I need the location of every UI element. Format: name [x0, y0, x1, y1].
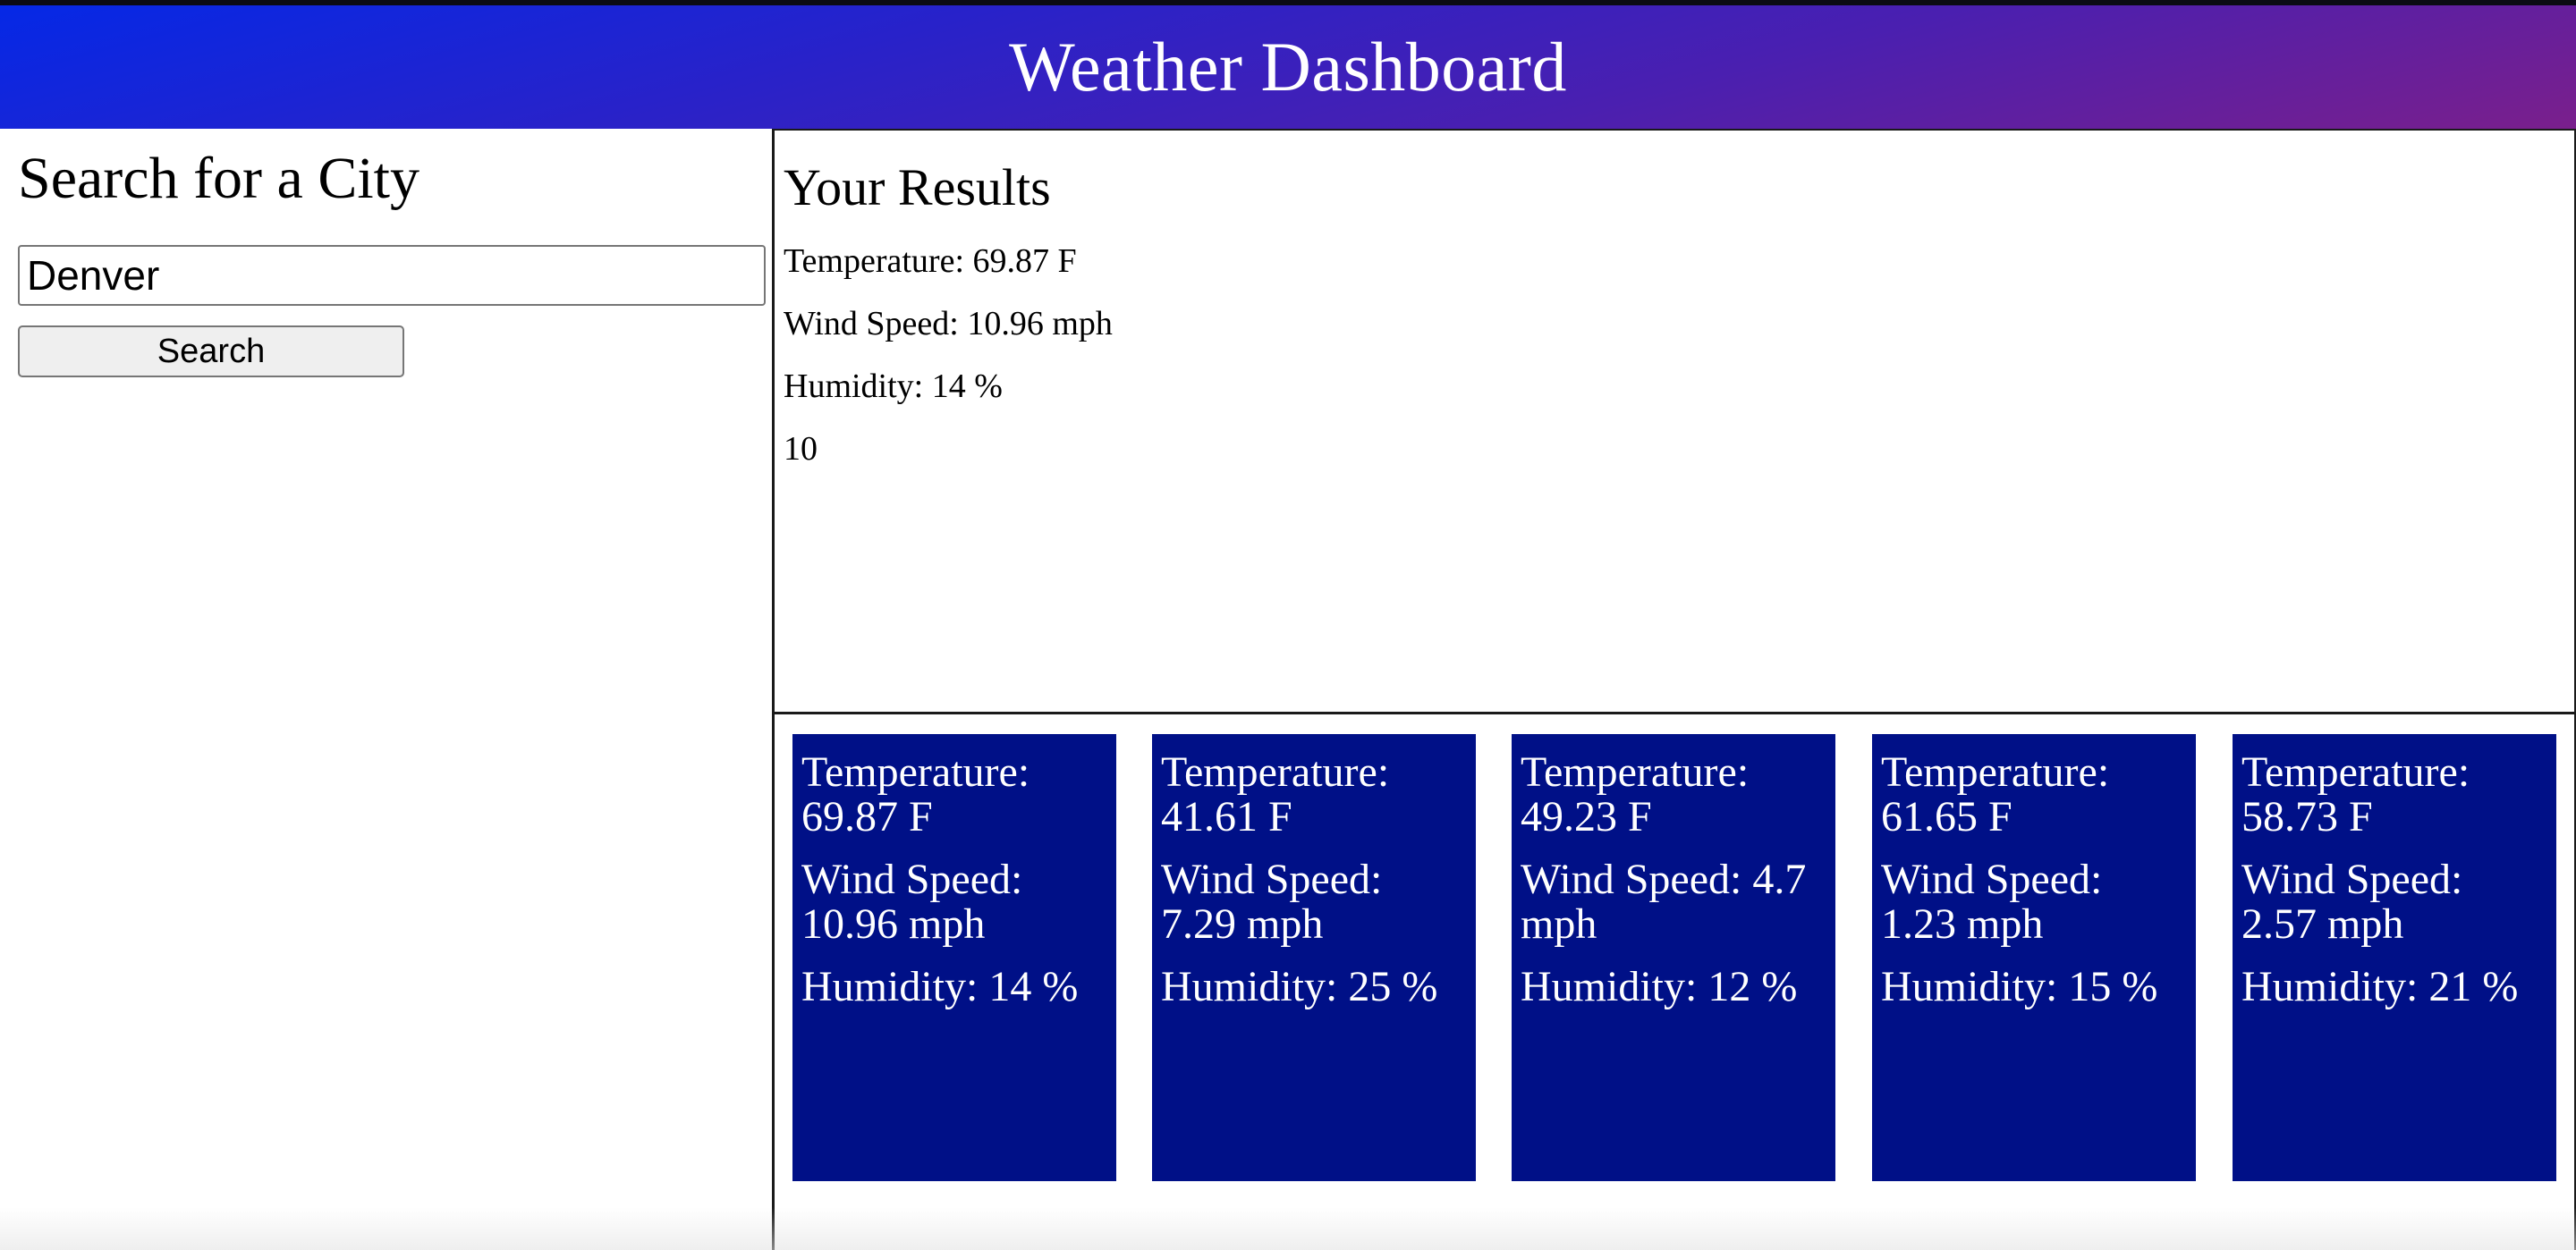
forecast-card: Temperature: 41.61 F Wind Speed: 7.29 mp…: [1152, 734, 1476, 1181]
forecast-temperature: Temperature: 69.87 F: [801, 748, 1030, 840]
forecast-humidity: Humidity: 21 %: [2241, 963, 2519, 1010]
search-panel: Search for a City Search: [0, 129, 773, 1250]
search-heading: Search for a City: [18, 146, 420, 211]
city-search-input[interactable]: [18, 245, 766, 306]
forecast-temperature: Temperature: 58.73 F: [2241, 748, 2470, 840]
forecast-card: Temperature: 69.87 F Wind Speed: 10.96 m…: [792, 734, 1116, 1181]
forecast-humidity: Humidity: 15 %: [1881, 963, 2158, 1010]
forecast-panel: Temperature: 69.87 F Wind Speed: 10.96 m…: [775, 714, 2576, 1250]
search-button[interactable]: Search: [18, 325, 404, 377]
results-heading: Your Results: [784, 158, 1051, 216]
panel-divider-vertical: [772, 129, 775, 1250]
page-title: Weather Dashboard: [1009, 28, 1567, 106]
forecast-wind-speed: Wind Speed: 4.7 mph: [1521, 856, 1807, 948]
forecast-temperature: Temperature: 41.61 F: [1161, 748, 1390, 840]
forecast-wind-speed: Wind Speed: 2.57 mph: [2241, 856, 2463, 948]
forecast-wind-speed: Wind Speed: 7.29 mph: [1161, 856, 1383, 948]
forecast-wind-speed: Wind Speed: 1.23 mph: [1881, 856, 2103, 948]
forecast-card: Temperature: 49.23 F Wind Speed: 4.7 mph…: [1512, 734, 1835, 1181]
forecast-humidity: Humidity: 25 %: [1161, 963, 1438, 1010]
current-extra-value: 10: [784, 430, 818, 468]
app-header: Weather Dashboard: [0, 5, 2576, 129]
current-wind-speed: Wind Speed: 10.96 mph: [784, 305, 1113, 342]
current-temperature: Temperature: 69.87 F: [784, 242, 1077, 280]
forecast-humidity: Humidity: 14 %: [801, 963, 1079, 1010]
current-humidity: Humidity: 14 %: [784, 367, 1003, 405]
forecast-wind-speed: Wind Speed: 10.96 mph: [801, 856, 1023, 948]
panel-divider-horizontal: [775, 712, 2576, 714]
current-results-panel: Your Results Temperature: 69.87 F Wind S…: [775, 129, 2576, 712]
forecast-temperature: Temperature: 49.23 F: [1521, 748, 1750, 840]
window-top-edge: [0, 0, 2576, 5]
forecast-humidity: Humidity: 12 %: [1521, 963, 1798, 1010]
forecast-temperature: Temperature: 61.65 F: [1881, 748, 2110, 840]
forecast-card: Temperature: 58.73 F Wind Speed: 2.57 mp…: [2233, 734, 2556, 1181]
forecast-card: Temperature: 61.65 F Wind Speed: 1.23 mp…: [1872, 734, 2196, 1181]
